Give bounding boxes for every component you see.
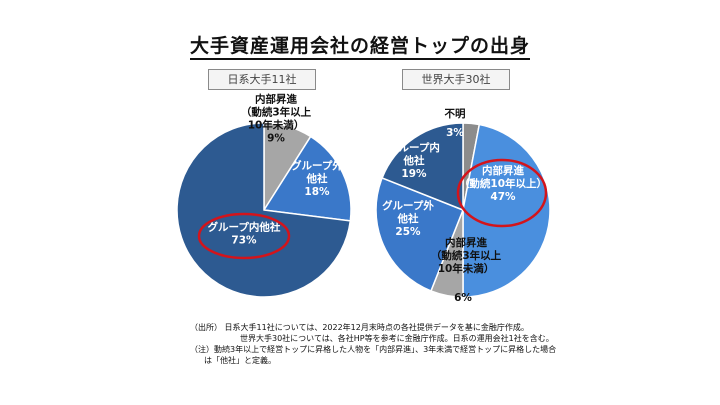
pie-slice-グループ外他社	[262, 135, 352, 222]
slice-label-グループ内他社: グループ内他社 19%	[388, 141, 440, 180]
note-line-1: （出所） 日系大手11社については、2022年12月末時点の各社提供データを基に…	[190, 323, 529, 332]
slice-label-グループ内他社: グループ内他社 73%	[208, 221, 281, 247]
slice-label-グループ外他社: グループ外他社 18%	[291, 159, 343, 198]
slice-outside-label-内部昇進動続3年以上10年未満: 内部昇進（動続3年以上 10年未満）	[431, 236, 502, 275]
slice-outside-label-不明: 不明	[445, 108, 466, 120]
highlight-ring	[456, 158, 548, 228]
slice-label-内部昇進動続3年以上10年未満: 6%	[454, 292, 472, 304]
slice-label-グループ外他社: グループ外他社 25%	[382, 199, 434, 238]
slice-label-内部昇進動続10年以上: 内部昇進（動続10年以上） 47%	[459, 164, 547, 203]
highlight-ring	[197, 212, 291, 260]
slice-label-内部昇進動続3年以上10年未満: 内部昇進（動続3年以上 10年未満） 9%	[241, 93, 312, 145]
note-line-3: （注）動続3年以上で経営トップに昇格した人物を「内部昇進」、3年未満で経営トップ…	[190, 345, 557, 354]
note-line-4: は「他社」と定義。	[204, 356, 276, 365]
note-line-2: 世界大手30社については、各社HP等を参考に金融庁作成。日系の運用会社1社を含む…	[240, 334, 554, 343]
source-notes: （出所） 日系大手11社については、2022年12月末時点の各社提供データを基に…	[190, 322, 556, 366]
pie-slice-グループ外他社	[375, 176, 464, 292]
right-chart-label: 世界大手30社	[402, 69, 510, 90]
left-chart-label: 日系大手11社	[208, 69, 316, 90]
pie-chart-1: 内部昇進（動続3年以上 10年未満） 9% グループ外他社 18% グループ内他社 73%	[176, 93, 352, 298]
slice-label-不明: 3%	[446, 127, 464, 139]
chart-title: 大手資産運用会社の経営トップの出身	[0, 31, 720, 60]
chart-title-text: 大手資産運用会社の経営トップの出身	[189, 35, 530, 60]
pie-slice-グループ内他社	[381, 122, 464, 212]
